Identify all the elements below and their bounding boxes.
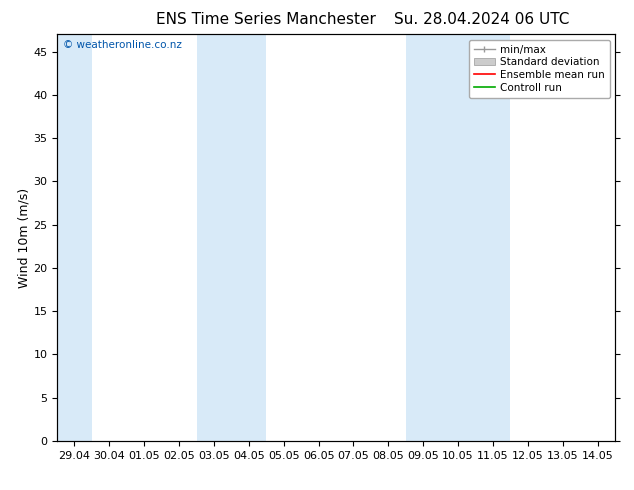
Text: © weatheronline.co.nz: © weatheronline.co.nz (63, 40, 181, 50)
Bar (57, 34, 92, 441)
Text: Su. 28.04.2024 06 UTC: Su. 28.04.2024 06 UTC (394, 12, 569, 27)
Bar (406, 34, 510, 441)
Y-axis label: Wind 10m (m/s): Wind 10m (m/s) (17, 188, 30, 288)
Text: ENS Time Series Manchester: ENS Time Series Manchester (157, 12, 376, 27)
Bar (197, 34, 266, 441)
Legend: min/max, Standard deviation, Ensemble mean run, Controll run: min/max, Standard deviation, Ensemble me… (469, 40, 610, 98)
